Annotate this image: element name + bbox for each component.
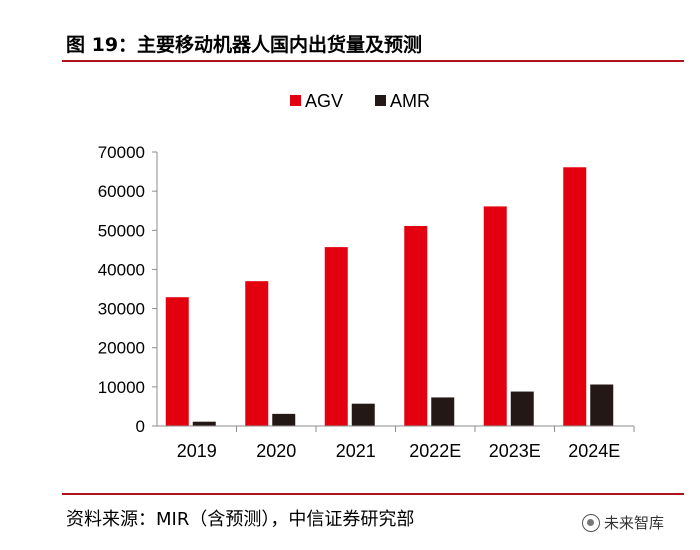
x-tick-label-1: 2020 xyxy=(256,441,296,461)
legend-label-amr: AMR xyxy=(390,91,430,111)
y-tick-label-0: 0 xyxy=(136,417,145,436)
x-axis-ticks: 2019 2020 2021 2022E 2023E 2024E xyxy=(177,426,635,461)
bar-amr-2021 xyxy=(351,403,375,426)
y-tick-label-6: 60000 xyxy=(98,182,145,201)
legend: AGV AMR xyxy=(290,91,430,111)
bar-amr-2022E xyxy=(431,397,455,426)
x-tick-label-3: 2022E xyxy=(409,441,461,461)
x-tick-label-5: 2024E xyxy=(568,441,620,461)
watermark-text: 未来智库 xyxy=(604,514,665,532)
source-divider xyxy=(62,493,684,495)
y-tick-label-4: 40000 xyxy=(98,260,145,279)
bar-amr-2024E xyxy=(590,384,614,426)
source-note: 资料来源：MIR（含预测），中信证券研究部 xyxy=(66,509,415,530)
wechat-logo-icon xyxy=(582,513,600,532)
figure-title: 图 19：主要移动机器人国内出货量及预测 xyxy=(66,34,423,56)
y-tick-label-5: 50000 xyxy=(98,221,145,240)
y-axis-ticks: 0 10000 20000 30000 40000 50000 60000 70000 xyxy=(98,143,157,436)
watermark: 未来智库 xyxy=(582,512,664,533)
x-tick-label-0: 2019 xyxy=(177,441,217,461)
bar-agv-2019 xyxy=(165,297,189,426)
bar-agv-2024E xyxy=(563,167,587,426)
x-tick-label-2: 2021 xyxy=(336,441,376,461)
bar-agv-2021 xyxy=(324,247,348,426)
x-tick-label-4: 2023E xyxy=(489,441,541,461)
y-tick-label-2: 20000 xyxy=(98,339,145,358)
title-divider xyxy=(62,60,684,62)
bar-agv-2022E xyxy=(404,225,428,426)
bars xyxy=(165,167,614,426)
legend-swatch-agv xyxy=(290,95,301,106)
y-tick-label-1: 10000 xyxy=(98,378,145,397)
legend-label-agv: AGV xyxy=(305,91,343,111)
bar-agv-2023E xyxy=(483,206,507,426)
bar-amr-2023E xyxy=(510,391,534,426)
bar-agv-2020 xyxy=(245,281,269,426)
y-tick-label-7: 70000 xyxy=(98,143,145,162)
legend-swatch-amr xyxy=(375,95,386,106)
y-tick-label-3: 30000 xyxy=(98,300,145,319)
bar-amr-2019 xyxy=(192,421,216,426)
bar-amr-2020 xyxy=(272,413,296,426)
